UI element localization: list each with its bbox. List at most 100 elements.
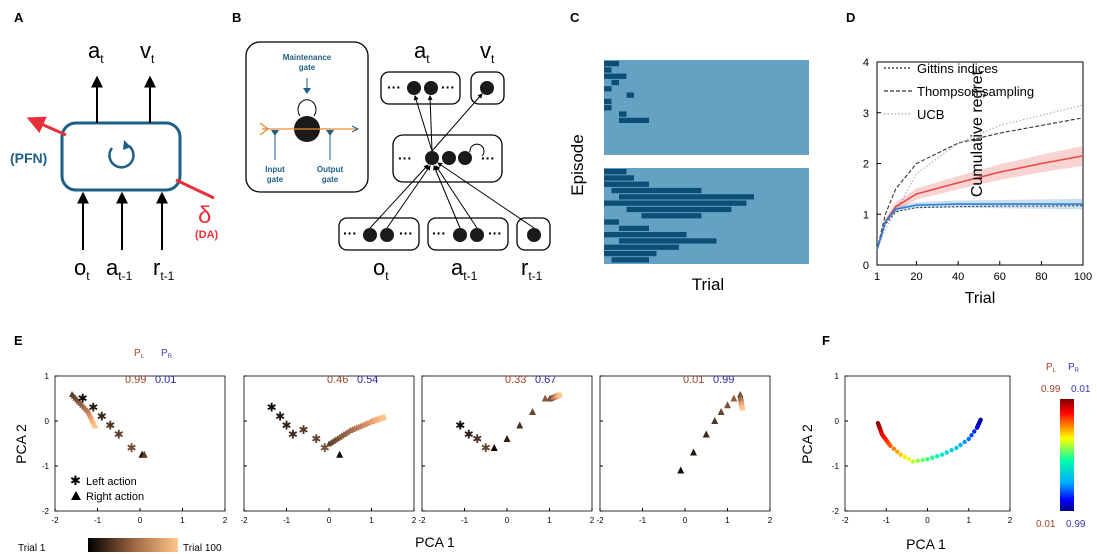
maintenance-gate-label: Maintenance gate bbox=[283, 53, 332, 72]
cb-bottom-left: 0.01 bbox=[1036, 519, 1056, 530]
x-tick-label: 1 bbox=[967, 516, 972, 525]
right-action-marker bbox=[336, 450, 344, 458]
state-point bbox=[954, 445, 959, 451]
choice-cell bbox=[604, 61, 619, 67]
choice-cell bbox=[604, 244, 679, 250]
choice-cells bbox=[604, 61, 754, 263]
x-tick-label: 1 bbox=[547, 516, 552, 525]
series-line bbox=[876, 104, 1084, 250]
policy-node bbox=[424, 81, 438, 95]
y-tick-label: 0 bbox=[45, 417, 50, 426]
state-point bbox=[939, 452, 945, 457]
right-action-marker bbox=[490, 444, 498, 451]
state-point bbox=[888, 443, 893, 448]
x-tick-label: 100 bbox=[1074, 271, 1092, 283]
y-tick-label: 1 bbox=[863, 209, 869, 221]
x-tick-label: 2 bbox=[590, 516, 595, 525]
d-ylabel: Cumulative regret bbox=[969, 70, 986, 197]
policy-node bbox=[407, 81, 421, 95]
y-tick-label: 1 bbox=[45, 372, 50, 381]
panel-b: B Maintenance gate Input gate Output gate ·… bbox=[232, 10, 551, 283]
d-xlabel: Trial bbox=[965, 290, 996, 307]
connection-arrow bbox=[369, 164, 429, 229]
x-tick-label: -2 bbox=[596, 516, 604, 525]
left-action-marker: ✱ bbox=[126, 441, 136, 455]
choice-cell bbox=[604, 175, 634, 181]
left-action-marker: ✱ bbox=[78, 392, 88, 406]
x-tick-label: 0 bbox=[138, 516, 143, 525]
y-tick-label: 2 bbox=[863, 159, 869, 171]
right-action-marker bbox=[711, 417, 719, 424]
ellipsis: ··· bbox=[488, 225, 502, 241]
x-tick-label: -1 bbox=[883, 516, 891, 525]
state-point bbox=[910, 459, 916, 464]
confidence-band bbox=[877, 145, 1083, 253]
x-tick-label: 2 bbox=[768, 516, 773, 525]
state-point bbox=[902, 454, 908, 460]
label-a-in: at-1 bbox=[451, 255, 478, 283]
trial-colorbar bbox=[88, 538, 178, 552]
y-tick-label: -1 bbox=[42, 462, 50, 471]
cb-bottom-right: 0.99 bbox=[1066, 519, 1086, 530]
label-v-out: vt bbox=[480, 38, 495, 66]
connection-arrow bbox=[437, 162, 535, 229]
ellipsis: ··· bbox=[343, 225, 357, 241]
connection-arrow bbox=[386, 165, 431, 229]
state-point bbox=[972, 429, 977, 434]
choice-cell bbox=[604, 250, 657, 257]
choice-cell bbox=[611, 257, 649, 263]
dendrite-icon bbox=[259, 122, 270, 136]
choice-cell bbox=[611, 187, 702, 194]
label-a-in: at-1 bbox=[106, 255, 133, 283]
x-tick-label: -1 bbox=[94, 516, 102, 525]
left-action-marker: ✱ bbox=[464, 428, 474, 442]
x-tick-label: 40 bbox=[952, 271, 964, 283]
right-action-marker bbox=[516, 421, 524, 429]
trial-axis-label: Trial bbox=[692, 275, 724, 294]
left-action-marker: ✱ bbox=[267, 401, 277, 415]
trial-marker bbox=[92, 422, 99, 429]
pca-subplot: -2 -1 0 1 2 0.01 0.99 bbox=[596, 374, 772, 525]
label-o-in: ot bbox=[74, 255, 90, 283]
x-tick-label: 2 bbox=[412, 516, 417, 525]
x-tick-label: 2 bbox=[223, 516, 228, 525]
f-ylabel: PCA 2 bbox=[799, 424, 815, 464]
label-o-in: ot bbox=[373, 255, 389, 283]
right-action-marker bbox=[541, 394, 549, 402]
choice-cell bbox=[641, 213, 702, 219]
x-tick-label: -1 bbox=[283, 516, 291, 525]
right-action-marker bbox=[724, 401, 731, 409]
left-action-marker: ✱ bbox=[455, 419, 465, 433]
pca-subplot: -2 -1 0 1 20.33 0.67✱✱✱✱ bbox=[418, 374, 594, 525]
y-tick-label: 0 bbox=[863, 260, 869, 272]
action-input-box bbox=[427, 217, 509, 251]
x-tick-label: 0 bbox=[925, 516, 930, 525]
state-point bbox=[958, 442, 963, 448]
x-tick-label: 0 bbox=[683, 516, 688, 525]
obs-node bbox=[363, 228, 377, 242]
choice-cell bbox=[619, 111, 627, 117]
prob-right: 0.99 bbox=[713, 374, 734, 386]
y-tick-label: 1 bbox=[835, 372, 840, 381]
legend-right-action: Right action bbox=[86, 491, 144, 503]
reward-node bbox=[527, 228, 541, 242]
pfn-label: (PFN) bbox=[10, 150, 47, 166]
action-node bbox=[453, 228, 467, 242]
self-loop bbox=[297, 99, 317, 117]
x-tick-label: -2 bbox=[51, 516, 59, 525]
x-tick-label: 0 bbox=[505, 516, 510, 525]
choice-cell bbox=[626, 206, 732, 213]
choice-cell bbox=[604, 86, 612, 92]
output-gate-marker bbox=[326, 130, 334, 136]
y-tick-label: 4 bbox=[863, 57, 869, 69]
left-action-marker: ✱ bbox=[288, 428, 298, 442]
ellipsis: ··· bbox=[432, 225, 446, 241]
legend-left-action: Left action bbox=[86, 476, 137, 488]
panel-a: A at vt ot at-1 rt-1 (PFN) δ (DA) bbox=[10, 10, 219, 283]
cb-top-right: 0.01 bbox=[1071, 384, 1091, 395]
label-a-out: at bbox=[88, 38, 104, 66]
right-action-marker bbox=[690, 448, 697, 456]
series-line bbox=[876, 205, 1084, 250]
state-point bbox=[930, 455, 935, 460]
